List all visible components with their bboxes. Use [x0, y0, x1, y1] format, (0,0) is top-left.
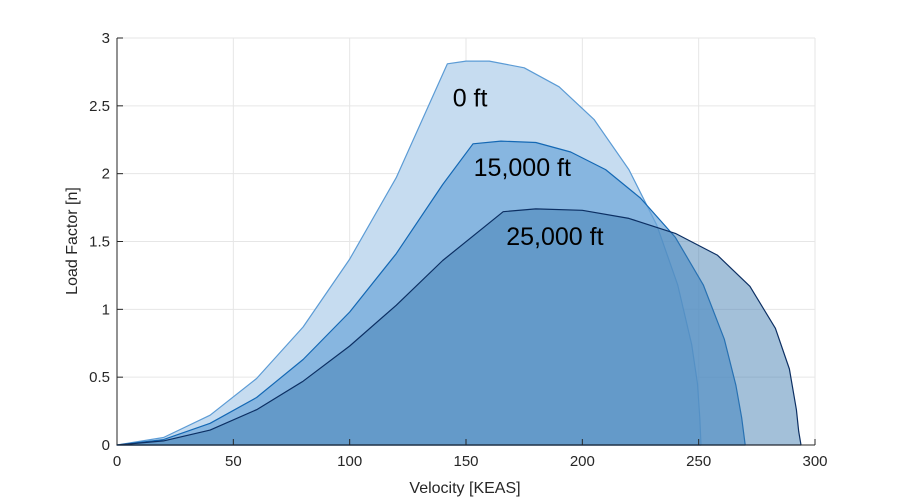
y-tick-label-5: 2.5 — [89, 98, 110, 115]
y-axis-title: Load Factor [n] — [64, 187, 81, 295]
x-tick-label-6: 300 — [802, 453, 827, 470]
y-tick-label-2: 1 — [102, 301, 110, 318]
area-series-1 — [116, 140, 746, 446]
y-tick-label-4: 2 — [102, 166, 110, 183]
y-tick-label-0: 0 — [102, 437, 110, 454]
annotations: 0 ft 15,000 ft 25,000 ft — [453, 85, 604, 251]
y-ticks: 0 0.5 1 1.5 2 2.5 3 — [89, 30, 123, 454]
x-ticks: 0 50 100 150 200 250 300 — [113, 439, 828, 470]
x-tick-label-0: 0 — [113, 453, 121, 470]
annotation-label-2: 25,000 ft — [506, 223, 603, 251]
x-tick-label-2: 100 — [337, 453, 362, 470]
y-tick-label-6: 3 — [102, 30, 110, 47]
x-tick-label-3: 150 — [453, 453, 478, 470]
x-tick-label-1: 50 — [225, 453, 242, 470]
y-tick-label-1: 0.5 — [89, 369, 110, 386]
annotation-label-0: 0 ft — [453, 85, 488, 113]
x-axis-title: Velocity [KEAS] — [409, 480, 520, 497]
x-tick-label-4: 200 — [570, 453, 595, 470]
plot-area — [116, 60, 802, 446]
x-tick-label-5: 250 — [686, 453, 711, 470]
area-series-2 — [116, 208, 802, 446]
y-tick-label-3: 1.5 — [89, 234, 110, 251]
annotation-label-1: 15,000 ft — [474, 154, 571, 182]
